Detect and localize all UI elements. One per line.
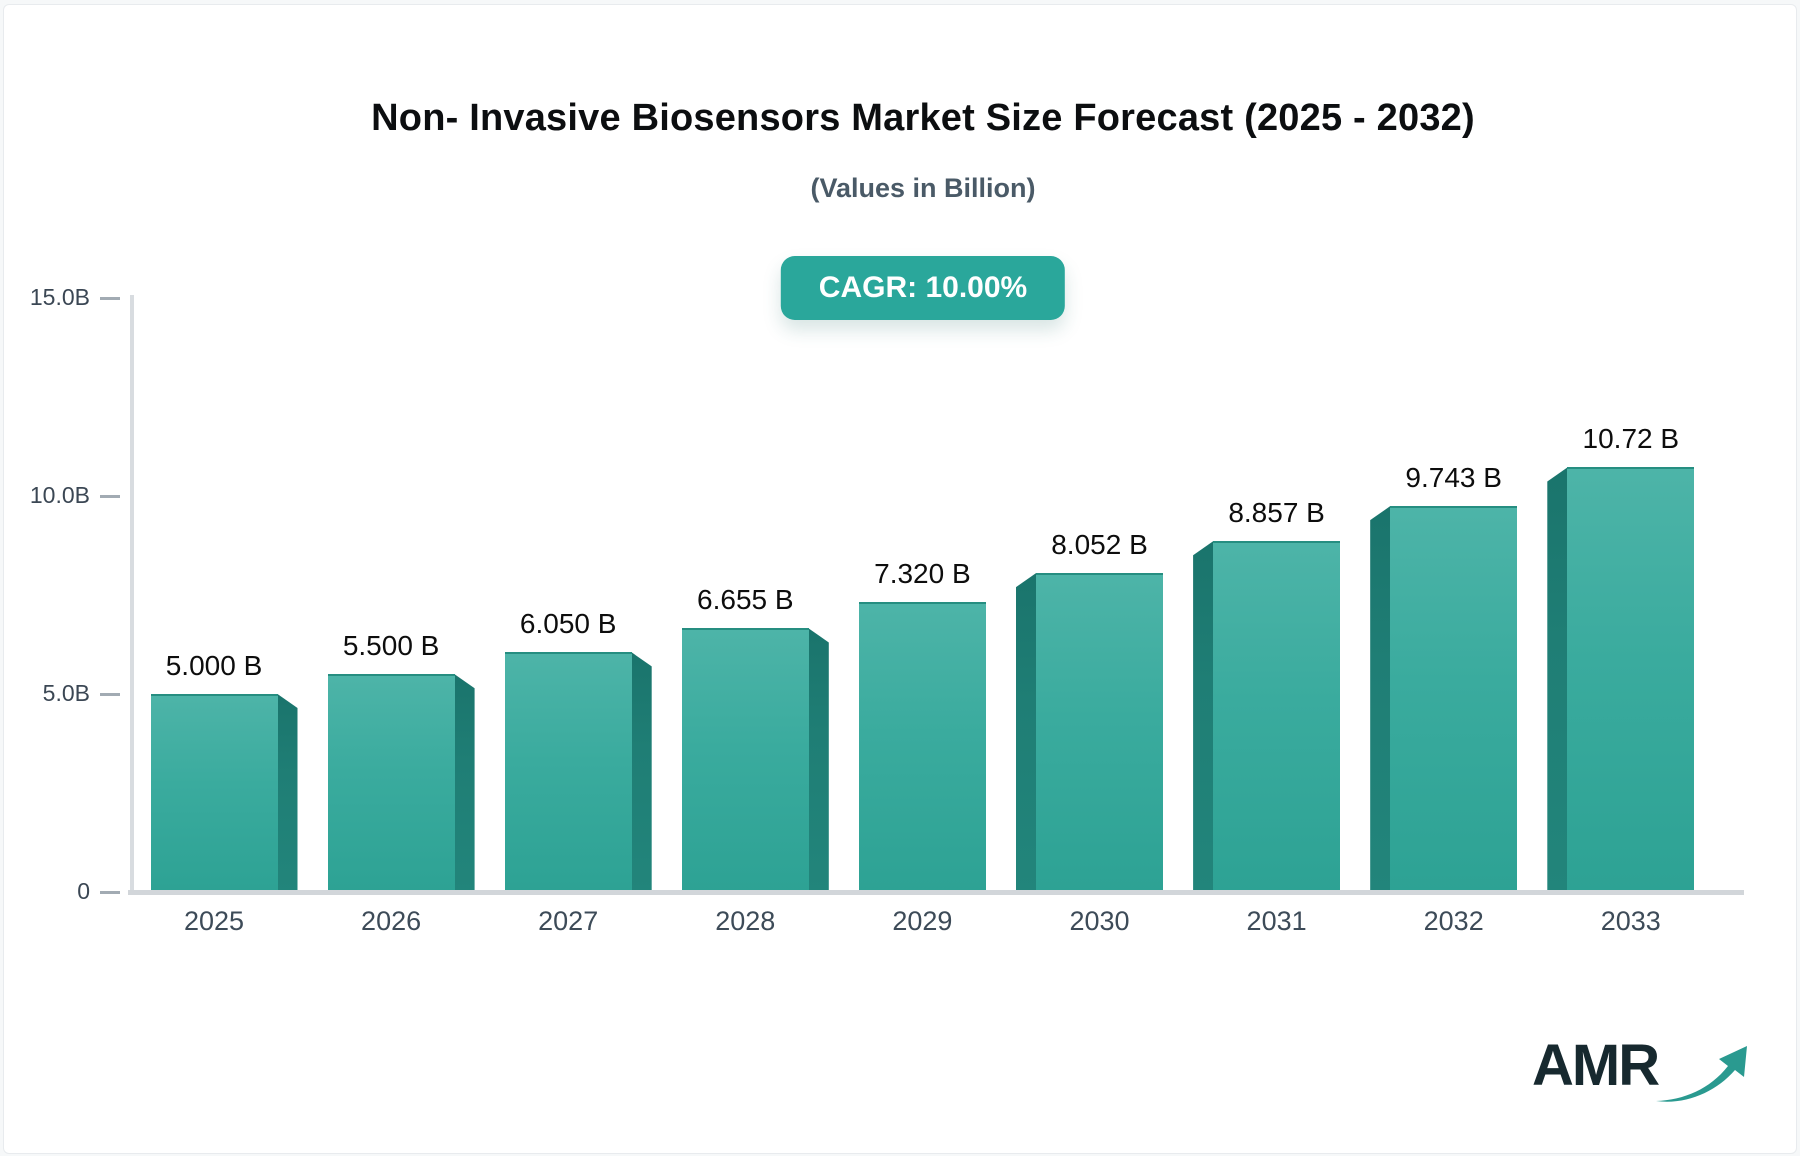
y-tick-mark [100,495,120,498]
x-tick-label: 2029 [892,906,953,936]
cagr-badge: CAGR: 10.00% [780,256,1066,320]
bar [681,628,809,892]
y-tick-mark [100,891,120,894]
x-tick-label: 2030 [1069,906,1130,936]
y-axis-line [130,295,134,895]
bar [1390,506,1518,892]
bar-value-label: 5.000 B [165,650,263,681]
y-tick-mark [100,297,120,300]
bar-value-label: 7.320 B [874,558,971,590]
bar-value-label: 6.655 B [697,584,794,616]
y-tick-label: 0 [77,878,90,904]
plot-area: 15.0B 10.0B 5.0B 0 5.000 B 2025 5.500 B 2026 6.0… [4,5,1796,1153]
bar [504,652,632,892]
x-tick-label: 2027 [538,906,599,936]
bar-3d-side [631,652,652,892]
amr-logo-text: AMR [1532,1033,1660,1098]
y-tick-label: 5.0B [42,680,90,706]
y-tick-label: 10.0B [29,482,90,508]
bar-3d-side [808,628,829,892]
bar-3d-side [1193,541,1214,892]
bar [327,674,455,892]
bar [1036,573,1163,892]
chart-title: Non- Invasive Biosensors Market Size For… [371,97,1475,139]
bar-value-label: 9.743 B [1405,462,1502,494]
y-tick-label: 15.0B [29,284,90,310]
bar-value-label: 8.857 B [1228,497,1325,529]
bar-value-label: 10.72 B [1582,423,1680,455]
bar [150,694,278,892]
bar [1567,467,1695,892]
x-tick-label: 2025 [183,906,245,936]
y-tick-mark [100,693,120,696]
bar-value-label: 8.052 B [1051,529,1148,561]
bar-3d-side [1016,573,1036,892]
bar-3d-side [277,694,298,892]
bar-value-label: 6.050 B [519,608,617,640]
x-tick-label: 2028 [715,906,776,936]
bar-3d-side [1370,506,1391,892]
bar [858,602,986,892]
x-tick-label: 2033 [1600,906,1661,936]
x-tick-label: 2032 [1423,906,1484,936]
bar-3d-side [1547,467,1568,892]
amr-logo: AMR [1532,1037,1750,1105]
growth-arrow-icon [1656,1046,1748,1102]
bar-value-label: 5.500 B [342,630,440,662]
chart-card: Non- Invasive Biosensors Market Size For… [3,4,1797,1154]
bar-3d-side [454,674,475,892]
bar [1213,541,1341,892]
chart-subtitle: (Values in Billion) [810,173,1036,203]
x-tick-label: 2026 [361,906,422,936]
x-axis-line [128,890,1744,895]
x-tick-label: 2031 [1246,906,1307,936]
